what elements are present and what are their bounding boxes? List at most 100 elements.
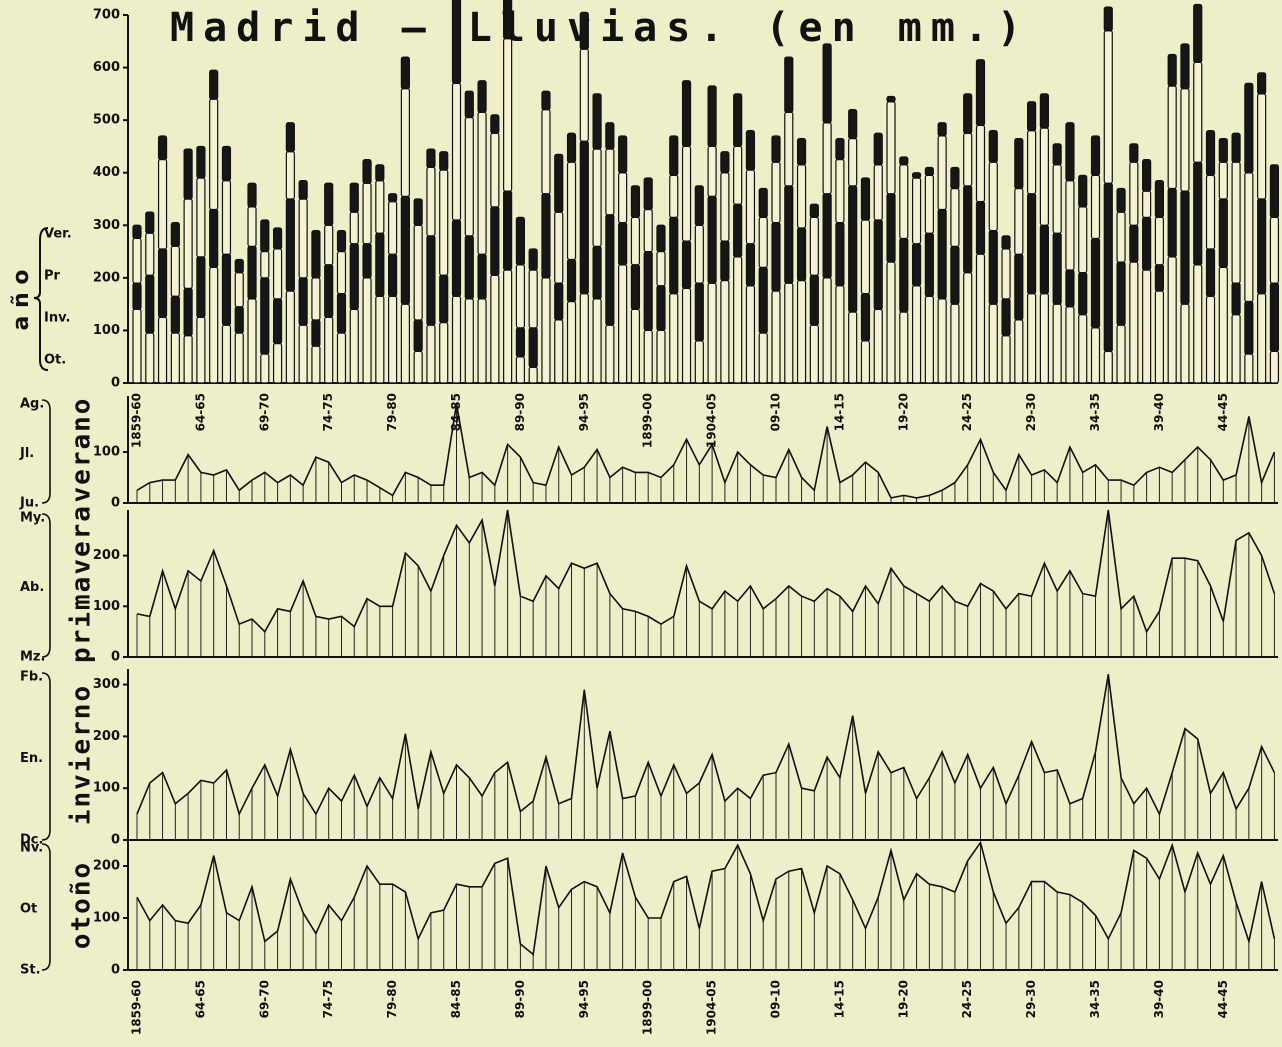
- bar-segment: [771, 161, 781, 224]
- bar-segment: [426, 324, 436, 384]
- bar-segment: [656, 250, 666, 287]
- bar-segment: [745, 169, 756, 245]
- bar-segment: [758, 187, 768, 219]
- bar-segment: [809, 274, 819, 326]
- bar-segment: [515, 356, 526, 384]
- bar-segment: [758, 332, 768, 384]
- bar-segment: [784, 185, 794, 284]
- bar-segment: [669, 216, 679, 295]
- bar-segment: [503, 190, 513, 271]
- bar-segment: [860, 177, 871, 221]
- bar-segment: [349, 308, 359, 384]
- bar-segment: [975, 253, 986, 384]
- bar-segment: [1193, 161, 1203, 266]
- bar-segment: [221, 324, 232, 384]
- bar-segment: [324, 182, 334, 226]
- bar-segment: [1218, 266, 1228, 384]
- bar-segment: [1103, 30, 1113, 184]
- bar-segment: [1065, 180, 1075, 271]
- bar-segment: [860, 219, 871, 295]
- bar-segment: [988, 303, 998, 384]
- bar-segment: [1103, 6, 1113, 32]
- bar-segment: [1193, 3, 1203, 63]
- bar-segment: [1039, 224, 1049, 295]
- legend-label: Ot.: [44, 353, 66, 368]
- bar-segment: [950, 187, 960, 247]
- bar-segment: [554, 153, 564, 213]
- brace: [41, 399, 51, 504]
- bar-segment: [937, 122, 947, 137]
- bar-segment: [132, 282, 142, 311]
- bar-segment: [528, 366, 538, 384]
- bar-segment: [745, 243, 756, 287]
- bar-segment: [439, 169, 449, 276]
- bar-segment: [209, 98, 219, 211]
- bar-segment: [618, 135, 628, 174]
- bar-segment: [1218, 198, 1228, 268]
- y-tick-label: 0: [111, 376, 120, 391]
- bar-segment: [477, 298, 487, 384]
- bar-segment: [388, 193, 398, 203]
- bar-segment: [260, 277, 270, 355]
- bar-segment: [1129, 161, 1139, 226]
- bar-segment: [336, 229, 347, 253]
- bar-segment: [796, 164, 807, 229]
- bar-segment: [899, 156, 909, 166]
- x-tick-label: 39-40: [1152, 393, 1166, 431]
- bar-segment: [132, 308, 142, 384]
- x-tick-label: 94-95: [577, 980, 591, 1018]
- bar-segment: [1231, 161, 1241, 284]
- bar-segment: [643, 208, 653, 253]
- bar-segment: [490, 132, 500, 208]
- bar-segment: [694, 340, 704, 384]
- bar-segment: [375, 180, 385, 234]
- bar-segment: [1103, 350, 1113, 384]
- bar-segment: [196, 145, 206, 179]
- bar-segment: [860, 293, 871, 342]
- x-tick-label: 89-90: [513, 393, 527, 431]
- bar-segment: [464, 235, 474, 300]
- bar-segment: [694, 282, 704, 342]
- bar-segment: [1167, 53, 1177, 87]
- y-tick-label: 100: [93, 445, 120, 460]
- bar-segment: [1116, 261, 1126, 326]
- bar-segment: [349, 182, 359, 213]
- bar-segment: [388, 295, 398, 384]
- bar-segment: [260, 219, 270, 253]
- bar-segment: [464, 90, 474, 119]
- bar-segment: [1065, 269, 1075, 308]
- bar-segment: [886, 95, 896, 103]
- bar-segment: [541, 90, 551, 111]
- bar-segment: [835, 285, 845, 384]
- x-tick-label: 64-65: [193, 393, 207, 431]
- y-tick-label: 0: [111, 496, 120, 511]
- bar-segment: [221, 180, 232, 255]
- bar-segment: [1116, 324, 1126, 384]
- bar-segment: [400, 303, 410, 384]
- bar-segment: [1205, 130, 1216, 176]
- season-label: invierno: [67, 684, 97, 825]
- bar-segment: [643, 177, 653, 211]
- bar-segment: [707, 282, 717, 384]
- x-tick-label: 09-10: [769, 980, 783, 1018]
- bar-segment: [950, 166, 960, 190]
- bar-segment: [1090, 135, 1101, 176]
- bar-segment: [1154, 290, 1165, 384]
- bar-segment: [439, 151, 449, 171]
- bar-segment: [554, 282, 564, 321]
- bar-segment: [298, 198, 308, 279]
- bar-segment: [1129, 224, 1139, 263]
- bar-segment: [311, 229, 321, 279]
- bar-segment: [1180, 303, 1190, 384]
- bar-segment: [988, 229, 998, 305]
- bar-segment: [1129, 143, 1139, 163]
- bar-segment: [988, 161, 998, 232]
- bar-segment: [924, 295, 934, 384]
- x-tick-label: 89-90: [513, 980, 527, 1018]
- brace: [41, 843, 51, 971]
- bar-segment: [400, 87, 410, 197]
- bar-segment: [324, 316, 334, 384]
- bar-segment: [388, 253, 398, 297]
- bar-segment: [1193, 264, 1203, 384]
- y-tick-label: 100: [93, 323, 120, 338]
